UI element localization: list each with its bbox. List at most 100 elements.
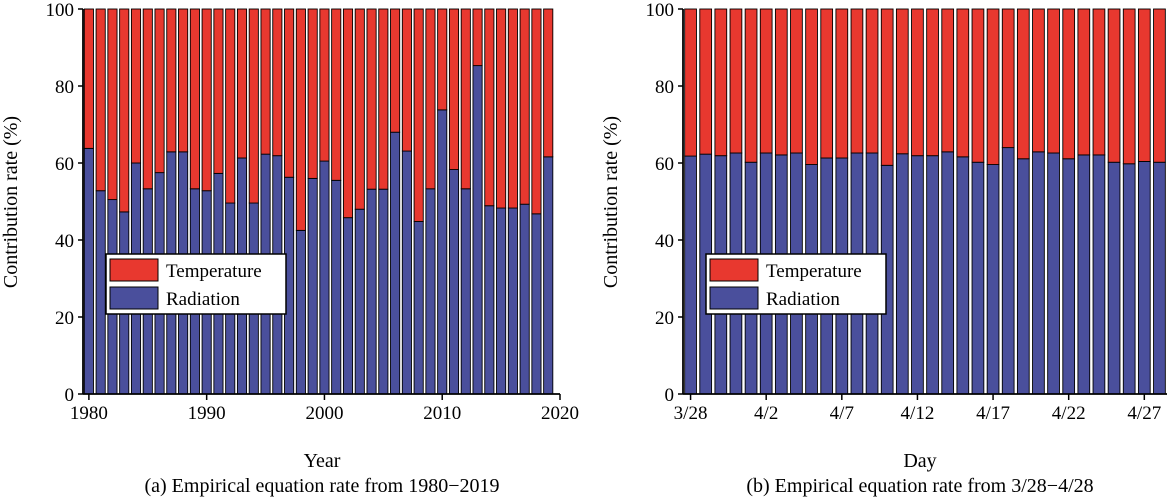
panel-a-radiation-bar — [378, 188, 389, 395]
panel-b-temperature-bar — [1107, 8, 1121, 163]
panel-b-radiation-bar — [1047, 152, 1060, 395]
panel-b-temperature-bar — [850, 8, 864, 154]
panel-b-axes — [682, 9, 1167, 395]
panel-a-temperature-bar — [119, 8, 130, 213]
panel-b-x-tick-label: 4/7 — [830, 403, 854, 424]
panel-b-caption: (b) Empirical equation rate from 3/28−4/… — [746, 475, 1093, 497]
panel-a-ticks: 0 20 40 60 80 100 1980 1990 2000 2010 2020 — [46, 0, 580, 424]
panel-b-x-tick-label: 4/12 — [901, 403, 935, 424]
panel-a-temperature-bar — [366, 8, 377, 190]
panel-b-y-tick-label: 100 — [646, 0, 675, 21]
panel-b-radiation-bar — [956, 156, 970, 395]
panel-a-temperature-bar — [284, 8, 295, 178]
panel-a-temperature-bar — [95, 8, 106, 192]
panel-b-x-tick-label: 4/2 — [754, 403, 778, 424]
panel-a-temperature-bar — [413, 8, 424, 222]
panel-b-temperature-bar — [911, 8, 924, 157]
panel-b-temperature-bar — [1077, 8, 1091, 156]
panel-b-legend-temperature-swatch — [709, 258, 759, 282]
panel-a-chart: 0 20 40 60 80 100 1980 1990 2000 2010 2020 Contrib… — [0, 0, 579, 497]
panel-a-legend-radiation-swatch — [109, 286, 159, 310]
panel-b-temperature-bar — [835, 8, 849, 159]
panel-a-x-tick-label: 2000 — [305, 403, 343, 424]
panel-a-legend-temperature-label: Temperature — [166, 261, 262, 282]
panel-a-temperature-bar — [83, 8, 94, 149]
panel-a-temperature-bar — [295, 8, 306, 231]
panel-a-radiation-bar — [342, 217, 354, 395]
panel-b-x-tick-label: 4/27 — [1127, 403, 1161, 424]
panel-b-radiation-bar — [1153, 161, 1166, 395]
panel-b-chart: 0 20 40 60 80 100 3/28 4/2 4/7 4/12 4/17 4/22 4/27 C… — [600, 0, 1167, 497]
panel-a-radiation-bar — [425, 188, 436, 395]
panel-a-radiation-bar — [390, 131, 401, 395]
panel-b-temperature-bar — [986, 8, 1000, 165]
panel-a-x-tick-label: 1980 — [70, 403, 108, 424]
panel-b-temperature-bar — [729, 8, 743, 154]
panel-b-legend-temperature-label: Temperature — [766, 261, 862, 282]
panel-b-radiation-bar — [911, 155, 924, 395]
panel-b-temperature-bar — [1137, 8, 1151, 162]
panel-b-temperature-bar — [684, 8, 697, 157]
panel-a-temperature-bar — [154, 8, 165, 174]
panel-b-y-tick-label: 60 — [655, 154, 674, 175]
panel-a-temperature-bar — [307, 8, 318, 179]
panel-b-temperature-bar — [941, 8, 955, 153]
panel-a-temperature-bar — [496, 8, 507, 209]
panel-a-temperature-bar — [448, 8, 460, 170]
panel-a-legend-radiation-label: Radiation — [166, 289, 240, 310]
panel-b-y-tick-label: 0 — [665, 385, 675, 406]
panel-a-caption: (a) Empirical equation rate from 1980−20… — [144, 475, 499, 497]
panel-a-radiation-bar — [366, 188, 377, 395]
panel-a-radiation-bar — [413, 221, 424, 395]
panel-a-temperature-bar — [472, 8, 483, 67]
panel-b-radiation-bar — [1077, 154, 1091, 395]
panel-a-radiation-bar — [484, 205, 495, 395]
panel-a-x-tick-label: 2010 — [423, 403, 461, 424]
panel-a-temperature-bar — [519, 8, 530, 205]
panel-a-radiation-bar — [354, 208, 365, 395]
panel-b-temperature-bar — [714, 8, 728, 157]
panel-b-y-tick-label: 40 — [655, 231, 674, 252]
panel-a-temperature-bar — [189, 8, 200, 190]
panel-b-radiation-bar — [895, 153, 909, 395]
panel-a-temperature-bar — [401, 8, 412, 152]
panel-a-radiation-bar — [83, 147, 94, 395]
panel-b-radiation-bar — [986, 164, 1000, 395]
panel-b-radiation-bar — [1122, 163, 1136, 395]
panel-b-temperature-bar — [895, 8, 909, 155]
panel-a-temperature-bar — [543, 8, 554, 158]
panel-a-axes — [82, 9, 560, 395]
panel-a-x-axis-label: Year — [304, 450, 341, 472]
panel-a-radiation-bar — [319, 160, 330, 395]
panel-a-y-tick-label: 100 — [46, 0, 75, 21]
panel-b-legend-radiation-label: Radiation — [766, 289, 840, 310]
panel-b-radiation-bar — [684, 155, 697, 395]
panel-a-temperature-bar — [107, 8, 118, 201]
panel-a-y-tick-label: 60 — [55, 154, 74, 175]
panel-b-temperature-bar — [805, 8, 818, 165]
panel-a-temperature-bar — [319, 8, 330, 162]
panel-a-temperature-bar — [248, 8, 259, 204]
panel-b-x-tick-label: 4/22 — [1052, 403, 1086, 424]
panel-a-radiation-bar — [531, 213, 542, 395]
panel-b-legend: Temperature Radiation — [705, 253, 887, 315]
panel-a-radiation-bar — [472, 65, 483, 395]
panel-b-x-tick-label: 4/17 — [976, 403, 1010, 424]
panel-a-bars — [83, 8, 554, 395]
panel-a-temperature-bar — [213, 8, 224, 174]
panel-a-temperature-bar — [225, 8, 236, 204]
panel-a-radiation-bar — [437, 109, 448, 395]
panel-b-temperature-bar — [1092, 8, 1106, 156]
panel-a-temperature-bar — [484, 8, 495, 207]
panel-b-temperature-bar — [1001, 8, 1015, 149]
panel-b-temperature-bar — [956, 8, 970, 158]
panel-a-radiation-bar — [519, 203, 530, 395]
panel-b-radiation-bar — [1001, 147, 1015, 395]
panel-a-legend: Temperature Radiation — [105, 253, 287, 315]
panel-a-legend-temperature-swatch — [109, 258, 159, 282]
panel-b-radiation-bar — [1016, 158, 1030, 395]
panel-b-temperature-bar — [820, 8, 834, 159]
panel-b-temperature-bar — [880, 8, 894, 166]
panel-b-temperature-bar — [1016, 8, 1030, 160]
panel-b-temperature-bar — [1153, 8, 1166, 163]
